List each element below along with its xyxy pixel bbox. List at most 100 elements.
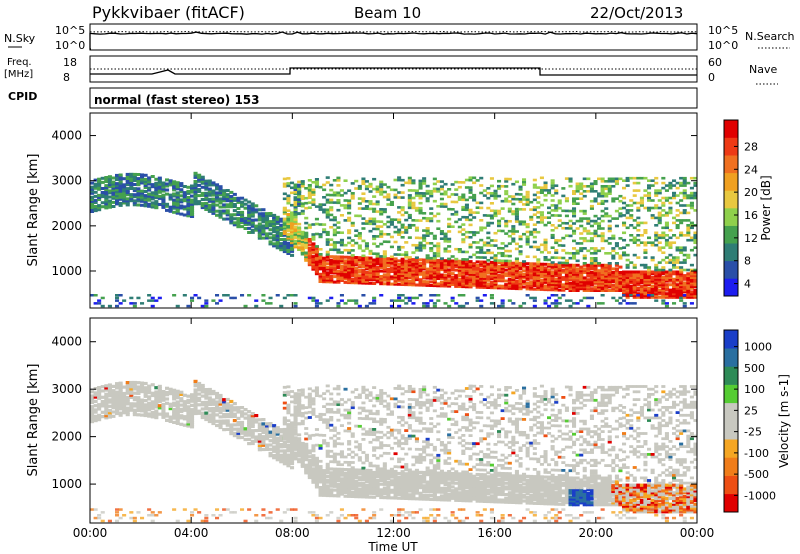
data-cell (457, 272, 462, 276)
data-cell (218, 215, 223, 219)
data-cell (557, 261, 562, 265)
data-cell (647, 286, 652, 290)
data-cell (386, 280, 391, 284)
data-cell (643, 277, 648, 281)
data-cell (379, 232, 384, 236)
data-cell (372, 269, 377, 273)
data-cell (132, 516, 137, 520)
data-cell (607, 283, 612, 287)
data-cell (282, 230, 287, 234)
data-cell (654, 281, 659, 285)
data-cell (543, 275, 548, 279)
data-cell (232, 419, 237, 423)
data-cell (286, 440, 291, 444)
data-cell (572, 254, 577, 258)
data-cell (579, 192, 584, 195)
data-cell (186, 405, 191, 409)
data-cell (657, 211, 662, 215)
data-cell (311, 246, 316, 249)
data-cell (579, 209, 584, 213)
data-cell (290, 224, 295, 228)
data-cell (657, 277, 662, 281)
data-cell (514, 207, 519, 211)
data-cell (307, 460, 312, 464)
data-cell (336, 194, 341, 197)
data-cell (304, 469, 309, 473)
data-cell (393, 270, 398, 274)
data-cell (154, 416, 159, 420)
data-cell (293, 229, 298, 233)
data-cell (654, 181, 659, 185)
data-cell (400, 270, 405, 274)
data-cell (493, 256, 498, 260)
data-cell (682, 204, 687, 207)
nave-tick-high: 60 (708, 56, 722, 69)
data-cell (129, 296, 134, 300)
data-cell (272, 447, 277, 451)
data-cell (118, 405, 123, 409)
data-cell (229, 406, 234, 410)
data-cell (557, 263, 562, 267)
data-cell (361, 270, 366, 274)
data-cell (447, 195, 452, 199)
data-cell (389, 270, 394, 273)
data-cell (654, 216, 659, 220)
data-cell (582, 177, 587, 181)
data-cell (143, 411, 148, 415)
data-cell (482, 256, 487, 259)
data-cell (314, 299, 319, 302)
data-cell (132, 172, 137, 176)
data-cell (325, 243, 330, 246)
data-cell (479, 269, 484, 273)
data-cell (272, 439, 277, 443)
data-cell (293, 410, 298, 414)
data-cell (147, 182, 152, 186)
data-cell (329, 213, 334, 217)
data-cell (325, 198, 330, 202)
data-cell (190, 425, 195, 429)
data-cell (379, 220, 384, 223)
data-cell (161, 394, 166, 398)
data-cell (604, 185, 609, 188)
data-cell (550, 288, 555, 292)
data-cell (300, 457, 305, 461)
data-cell (311, 181, 316, 184)
data-cell (222, 209, 227, 213)
data-cell (275, 234, 280, 238)
data-cell (511, 277, 516, 281)
data-cell (286, 220, 291, 224)
data-cell (550, 214, 555, 217)
data-cell (579, 280, 584, 283)
data-cell (643, 272, 648, 276)
data-cell (604, 283, 609, 287)
data-cell (293, 186, 298, 189)
data-cell (625, 226, 630, 230)
data-cell (161, 392, 166, 396)
data-cell (293, 401, 298, 405)
data-cell (165, 182, 170, 186)
data-cell (314, 266, 319, 270)
data-cell (507, 272, 512, 276)
data-cell (161, 195, 166, 199)
data-cell (679, 221, 684, 225)
data-cell (215, 402, 220, 406)
data-cell (472, 263, 477, 267)
data-cell (543, 288, 548, 292)
data-cell (489, 280, 494, 284)
data-cell (275, 508, 280, 511)
data-cell (625, 209, 630, 212)
data-cell (614, 217, 619, 220)
data-cell (364, 244, 369, 248)
data-cell (689, 224, 694, 227)
data-cell (279, 248, 284, 252)
data-cell (661, 292, 666, 296)
data-cell (268, 434, 273, 439)
data-cell (586, 285, 591, 289)
data-cell (247, 437, 252, 441)
data-cell (429, 256, 434, 260)
data-cell (200, 185, 205, 189)
data-cell (593, 232, 598, 235)
data-cell (539, 211, 544, 214)
data-cell (293, 245, 298, 249)
data-cell (611, 237, 616, 240)
